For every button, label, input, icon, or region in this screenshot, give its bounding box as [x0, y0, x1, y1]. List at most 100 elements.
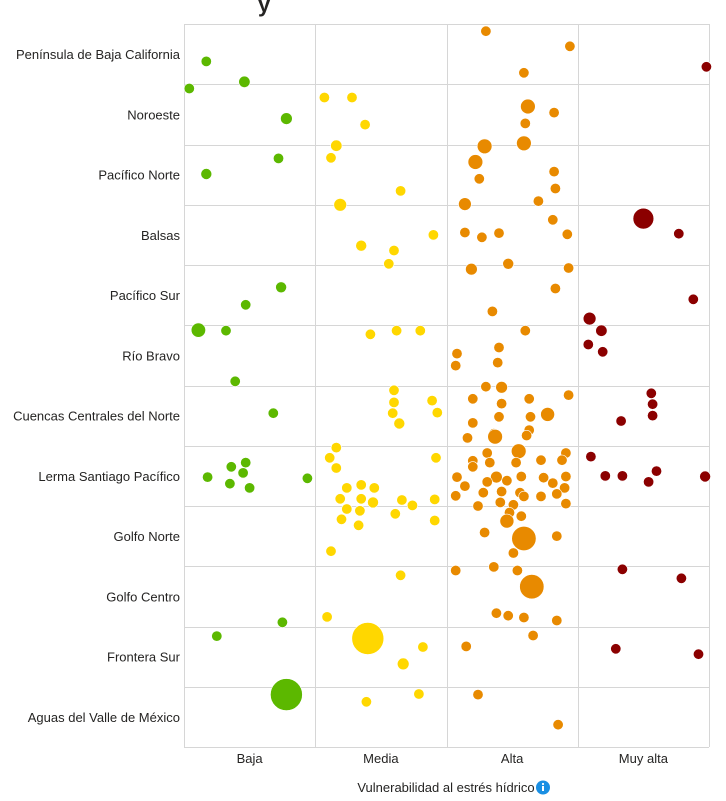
bubble-baja[interactable]	[238, 75, 251, 88]
bubble-alta[interactable]	[535, 454, 547, 466]
bubble-alta[interactable]	[502, 257, 515, 270]
bubble-alta[interactable]	[560, 470, 572, 482]
bubble-media[interactable]	[367, 496, 379, 509]
bubble-baja[interactable]	[211, 630, 223, 642]
bubble-muy-alta[interactable]	[610, 643, 622, 655]
bubble-alta[interactable]	[479, 526, 491, 538]
bubble-alta[interactable]	[510, 457, 522, 469]
bubble-media[interactable]	[341, 503, 353, 515]
bubble-media[interactable]	[395, 569, 407, 581]
bubble-media[interactable]	[330, 139, 343, 152]
bubble-alta[interactable]	[519, 574, 545, 600]
bubble-alta[interactable]	[477, 487, 489, 499]
bubble-alta[interactable]	[548, 107, 560, 119]
bubble-alta[interactable]	[551, 530, 563, 542]
bubble-alta[interactable]	[516, 135, 532, 152]
bubble-media[interactable]	[355, 239, 368, 252]
bubble-media[interactable]	[330, 462, 342, 474]
bubble-baja[interactable]	[225, 461, 237, 473]
bubble-muy-alta[interactable]	[616, 470, 628, 482]
bubble-alta[interactable]	[540, 407, 555, 422]
bubble-alta[interactable]	[527, 629, 539, 641]
bubble-media[interactable]	[324, 452, 336, 464]
bubble-media[interactable]	[355, 479, 367, 491]
bubble-muy-alta[interactable]	[647, 410, 659, 422]
bubble-media[interactable]	[429, 493, 441, 505]
bubble-baja[interactable]	[267, 407, 279, 419]
bubble-media[interactable]	[318, 92, 330, 104]
bubble-alta[interactable]	[551, 488, 563, 500]
bubble-media[interactable]	[387, 407, 399, 419]
bubble-alta[interactable]	[493, 341, 505, 353]
bubble-alta[interactable]	[481, 476, 493, 488]
bubble-alta[interactable]	[467, 154, 484, 170]
bubble-baja[interactable]	[200, 55, 212, 67]
bubble-media[interactable]	[430, 452, 442, 464]
bubble-alta[interactable]	[532, 195, 544, 207]
bubble-muy-alta[interactable]	[599, 470, 611, 482]
bubble-alta[interactable]	[515, 470, 527, 482]
bubble-baja[interactable]	[220, 325, 232, 337]
bubble-alta[interactable]	[549, 183, 561, 195]
bubble-alta[interactable]	[492, 357, 504, 369]
bubble-alta[interactable]	[556, 454, 568, 466]
bubble-alta[interactable]	[476, 231, 488, 243]
bubble-alta[interactable]	[515, 510, 527, 522]
bubble-muy-alta[interactable]	[647, 398, 659, 410]
bubble-alta[interactable]	[520, 98, 536, 115]
bubble-alta[interactable]	[488, 561, 500, 573]
bubble-alta[interactable]	[518, 611, 530, 623]
bubble-muy-alta[interactable]	[673, 228, 685, 240]
bubble-media[interactable]	[325, 545, 337, 557]
bubble-media[interactable]	[414, 325, 426, 337]
bubble-alta[interactable]	[461, 432, 473, 444]
bubble-baja[interactable]	[240, 457, 252, 469]
bubble-alta[interactable]	[560, 498, 572, 510]
bubble-media[interactable]	[417, 641, 429, 653]
bubble-muy-alta[interactable]	[582, 338, 594, 350]
bubble-muy-alta[interactable]	[585, 451, 597, 463]
bubble-alta[interactable]	[459, 227, 471, 239]
bubble-alta[interactable]	[493, 227, 505, 239]
bubble-media[interactable]	[413, 688, 425, 700]
bubble-media[interactable]	[368, 482, 380, 494]
bubble-alta[interactable]	[499, 513, 515, 529]
bubble-alta[interactable]	[535, 490, 547, 502]
bubble-alta[interactable]	[551, 614, 563, 626]
bubble-alta[interactable]	[511, 443, 527, 459]
bubble-media[interactable]	[351, 622, 385, 655]
bubble-media[interactable]	[355, 493, 367, 505]
bubble-media[interactable]	[364, 328, 376, 340]
bubble-muy-alta[interactable]	[597, 346, 609, 358]
bubble-alta[interactable]	[472, 500, 484, 512]
bubble-media[interactable]	[406, 499, 418, 511]
bubble-alta[interactable]	[518, 67, 530, 79]
bubble-alta[interactable]	[563, 262, 575, 274]
bubble-alta[interactable]	[451, 348, 463, 360]
bubble-alta[interactable]	[538, 472, 550, 484]
bubble-alta[interactable]	[548, 166, 560, 178]
bubble-alta[interactable]	[552, 719, 564, 731]
bubble-baja[interactable]	[200, 168, 213, 180]
bubble-alta[interactable]	[458, 197, 472, 211]
bubble-muy-alta[interactable]	[595, 324, 608, 337]
bubble-alta[interactable]	[490, 607, 502, 619]
bubble-baja[interactable]	[276, 616, 288, 628]
bubble-baja[interactable]	[237, 467, 249, 479]
bubble-alta[interactable]	[524, 411, 536, 423]
bubble-alta[interactable]	[519, 325, 531, 337]
bubble-alta[interactable]	[493, 411, 505, 423]
bubble-media[interactable]	[431, 407, 443, 419]
bubble-alta[interactable]	[523, 393, 535, 405]
bubble-muy-alta[interactable]	[616, 563, 628, 575]
bubble-media[interactable]	[426, 395, 438, 407]
bubble-baja[interactable]	[229, 375, 241, 387]
bubble-muy-alta[interactable]	[582, 311, 597, 326]
bubble-muy-alta[interactable]	[650, 465, 662, 477]
bubble-baja[interactable]	[183, 83, 195, 95]
bubble-baja[interactable]	[240, 299, 252, 311]
bubble-media[interactable]	[388, 384, 400, 396]
bubble-alta[interactable]	[460, 640, 472, 652]
bubble-muy-alta[interactable]	[643, 476, 655, 488]
bubble-media[interactable]	[353, 519, 365, 531]
